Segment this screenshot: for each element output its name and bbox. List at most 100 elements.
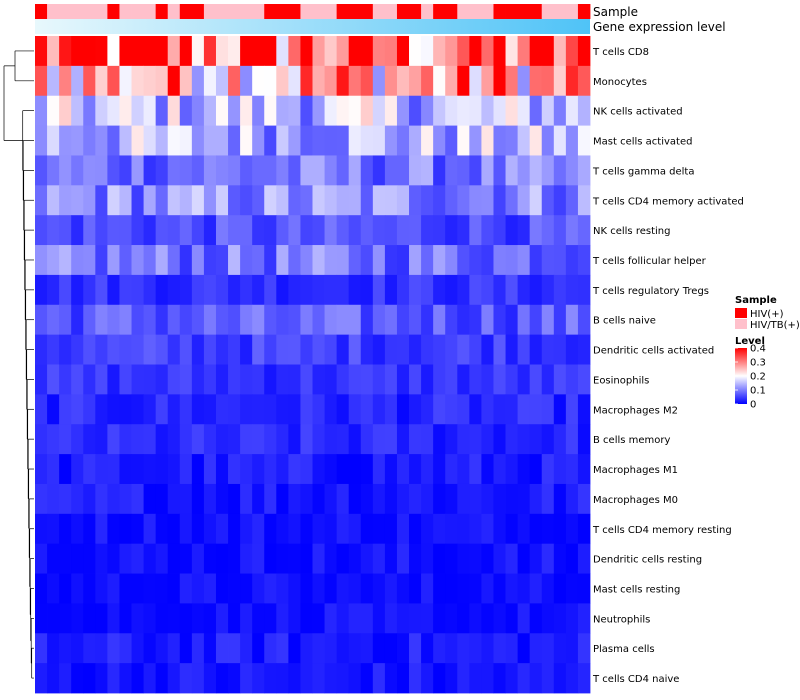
heatmap-cell: [228, 245, 241, 276]
heatmap-cell: [445, 65, 458, 97]
heatmap-cell: [577, 633, 591, 664]
heatmap-cell: [47, 603, 60, 634]
sample-cell: [276, 4, 289, 19]
heatmap-cell: [517, 543, 531, 574]
heatmap-cell: [445, 304, 458, 336]
heatmap-cell: [143, 125, 157, 156]
heatmap-cell: [433, 304, 446, 336]
heatmap-cell: [529, 394, 543, 425]
heatmap-cell: [47, 125, 60, 156]
heatmap-cell: [179, 603, 193, 634]
heatmap-cell: [396, 663, 410, 694]
heatmap-cell: [288, 663, 301, 694]
heatmap-cell: [324, 304, 338, 336]
heatmap-cell: [215, 245, 229, 276]
heatmap-cell: [493, 125, 506, 156]
heatmap-cell: [517, 125, 531, 156]
heatmap-cell: [131, 424, 144, 455]
heatmap-cell: [131, 155, 144, 186]
heatmap-cell: [203, 185, 217, 216]
heatmap-cell: [240, 95, 253, 126]
heatmap-cell: [312, 215, 325, 246]
expression-annotation-label: Gene expression level: [593, 20, 726, 34]
heatmap-cell: [71, 95, 84, 126]
heatmap-cell: [336, 513, 350, 545]
heatmap-cell: [445, 603, 458, 634]
heatmap-cell: [505, 603, 519, 634]
heatmap-cell: [95, 573, 108, 604]
heatmap-cell: [203, 543, 217, 574]
heatmap-cell: [215, 334, 229, 365]
heatmap-cell: [95, 95, 108, 126]
heatmap-cell: [47, 334, 60, 365]
heatmap-cell: [433, 95, 446, 126]
heatmap-cell: [324, 573, 338, 604]
heatmap-cell: [312, 304, 325, 336]
heatmap-cell: [252, 424, 265, 455]
heatmap-cell: [457, 215, 470, 246]
heatmap-cell: [360, 483, 374, 515]
heatmap-cell: [433, 334, 446, 365]
level-tick-label: 0: [750, 400, 756, 411]
heatmap-cell: [300, 65, 313, 97]
heatmap-cell: [228, 215, 241, 246]
heatmap-cell: [517, 304, 531, 336]
heatmap-cell: [167, 633, 181, 664]
sample-cell: [179, 4, 193, 19]
heatmap-cell: [505, 334, 519, 365]
heatmap-cell: [276, 274, 289, 306]
heatmap-cell: [541, 483, 555, 515]
heatmap-cell: [360, 663, 374, 694]
heatmap-cell: [191, 65, 205, 97]
heatmap-cell: [240, 215, 253, 246]
heatmap-cell: [191, 573, 205, 604]
heatmap-cell: [155, 304, 169, 336]
heatmap-cell: [565, 364, 579, 395]
heatmap-cell: [384, 304, 398, 336]
heatmap-cell: [155, 633, 169, 664]
heatmap-cell: [240, 334, 253, 365]
heatmap-cell: [396, 245, 410, 276]
heatmap-cell: [47, 543, 60, 574]
heatmap-cell: [457, 245, 470, 276]
heatmap-cell: [529, 185, 543, 216]
heatmap-cell: [372, 274, 386, 306]
heatmap-cell: [47, 364, 60, 395]
heatmap-cell: [336, 364, 350, 395]
heatmap-cell: [348, 573, 362, 604]
heatmap-cell: [131, 573, 144, 604]
row-label: NK cells activated: [593, 107, 683, 118]
heatmap-cell: [143, 603, 157, 634]
heatmap-cell: [276, 603, 289, 634]
heatmap-cell: [409, 454, 422, 485]
heatmap-cell: [348, 364, 362, 395]
heatmap-cell: [384, 155, 398, 186]
heatmap-cell: [445, 424, 458, 455]
heatmap-cell: [119, 483, 132, 515]
heatmap-cell: [47, 274, 60, 306]
heatmap-cell: [433, 454, 446, 485]
heatmap-cell: [240, 274, 253, 306]
heatmap-cell: [215, 573, 229, 604]
heatmap-cell: [493, 424, 506, 455]
heatmap-cell: [71, 663, 84, 694]
heatmap-cell: [445, 155, 458, 186]
heatmap-cell: [565, 633, 579, 664]
heatmap-cell: [191, 95, 205, 126]
heatmap-cell: [300, 573, 313, 604]
heatmap-cell: [421, 543, 434, 574]
heatmap-cell: [107, 663, 120, 694]
heatmap-cell: [493, 603, 506, 634]
heatmap-cell: [553, 334, 567, 365]
heatmap-cell: [95, 513, 108, 545]
heatmap-cell: [300, 155, 313, 186]
heatmap-cell: [71, 454, 84, 485]
level-tick-label: 0.4: [750, 344, 766, 355]
heatmap-cell: [119, 663, 132, 694]
heatmap-cell: [469, 633, 482, 664]
heatmap-cell: [35, 543, 48, 574]
heatmap-cell: [35, 483, 48, 515]
heatmap-cell: [396, 125, 410, 156]
heatmap-cell: [409, 513, 422, 545]
heatmap-cell: [119, 394, 132, 425]
